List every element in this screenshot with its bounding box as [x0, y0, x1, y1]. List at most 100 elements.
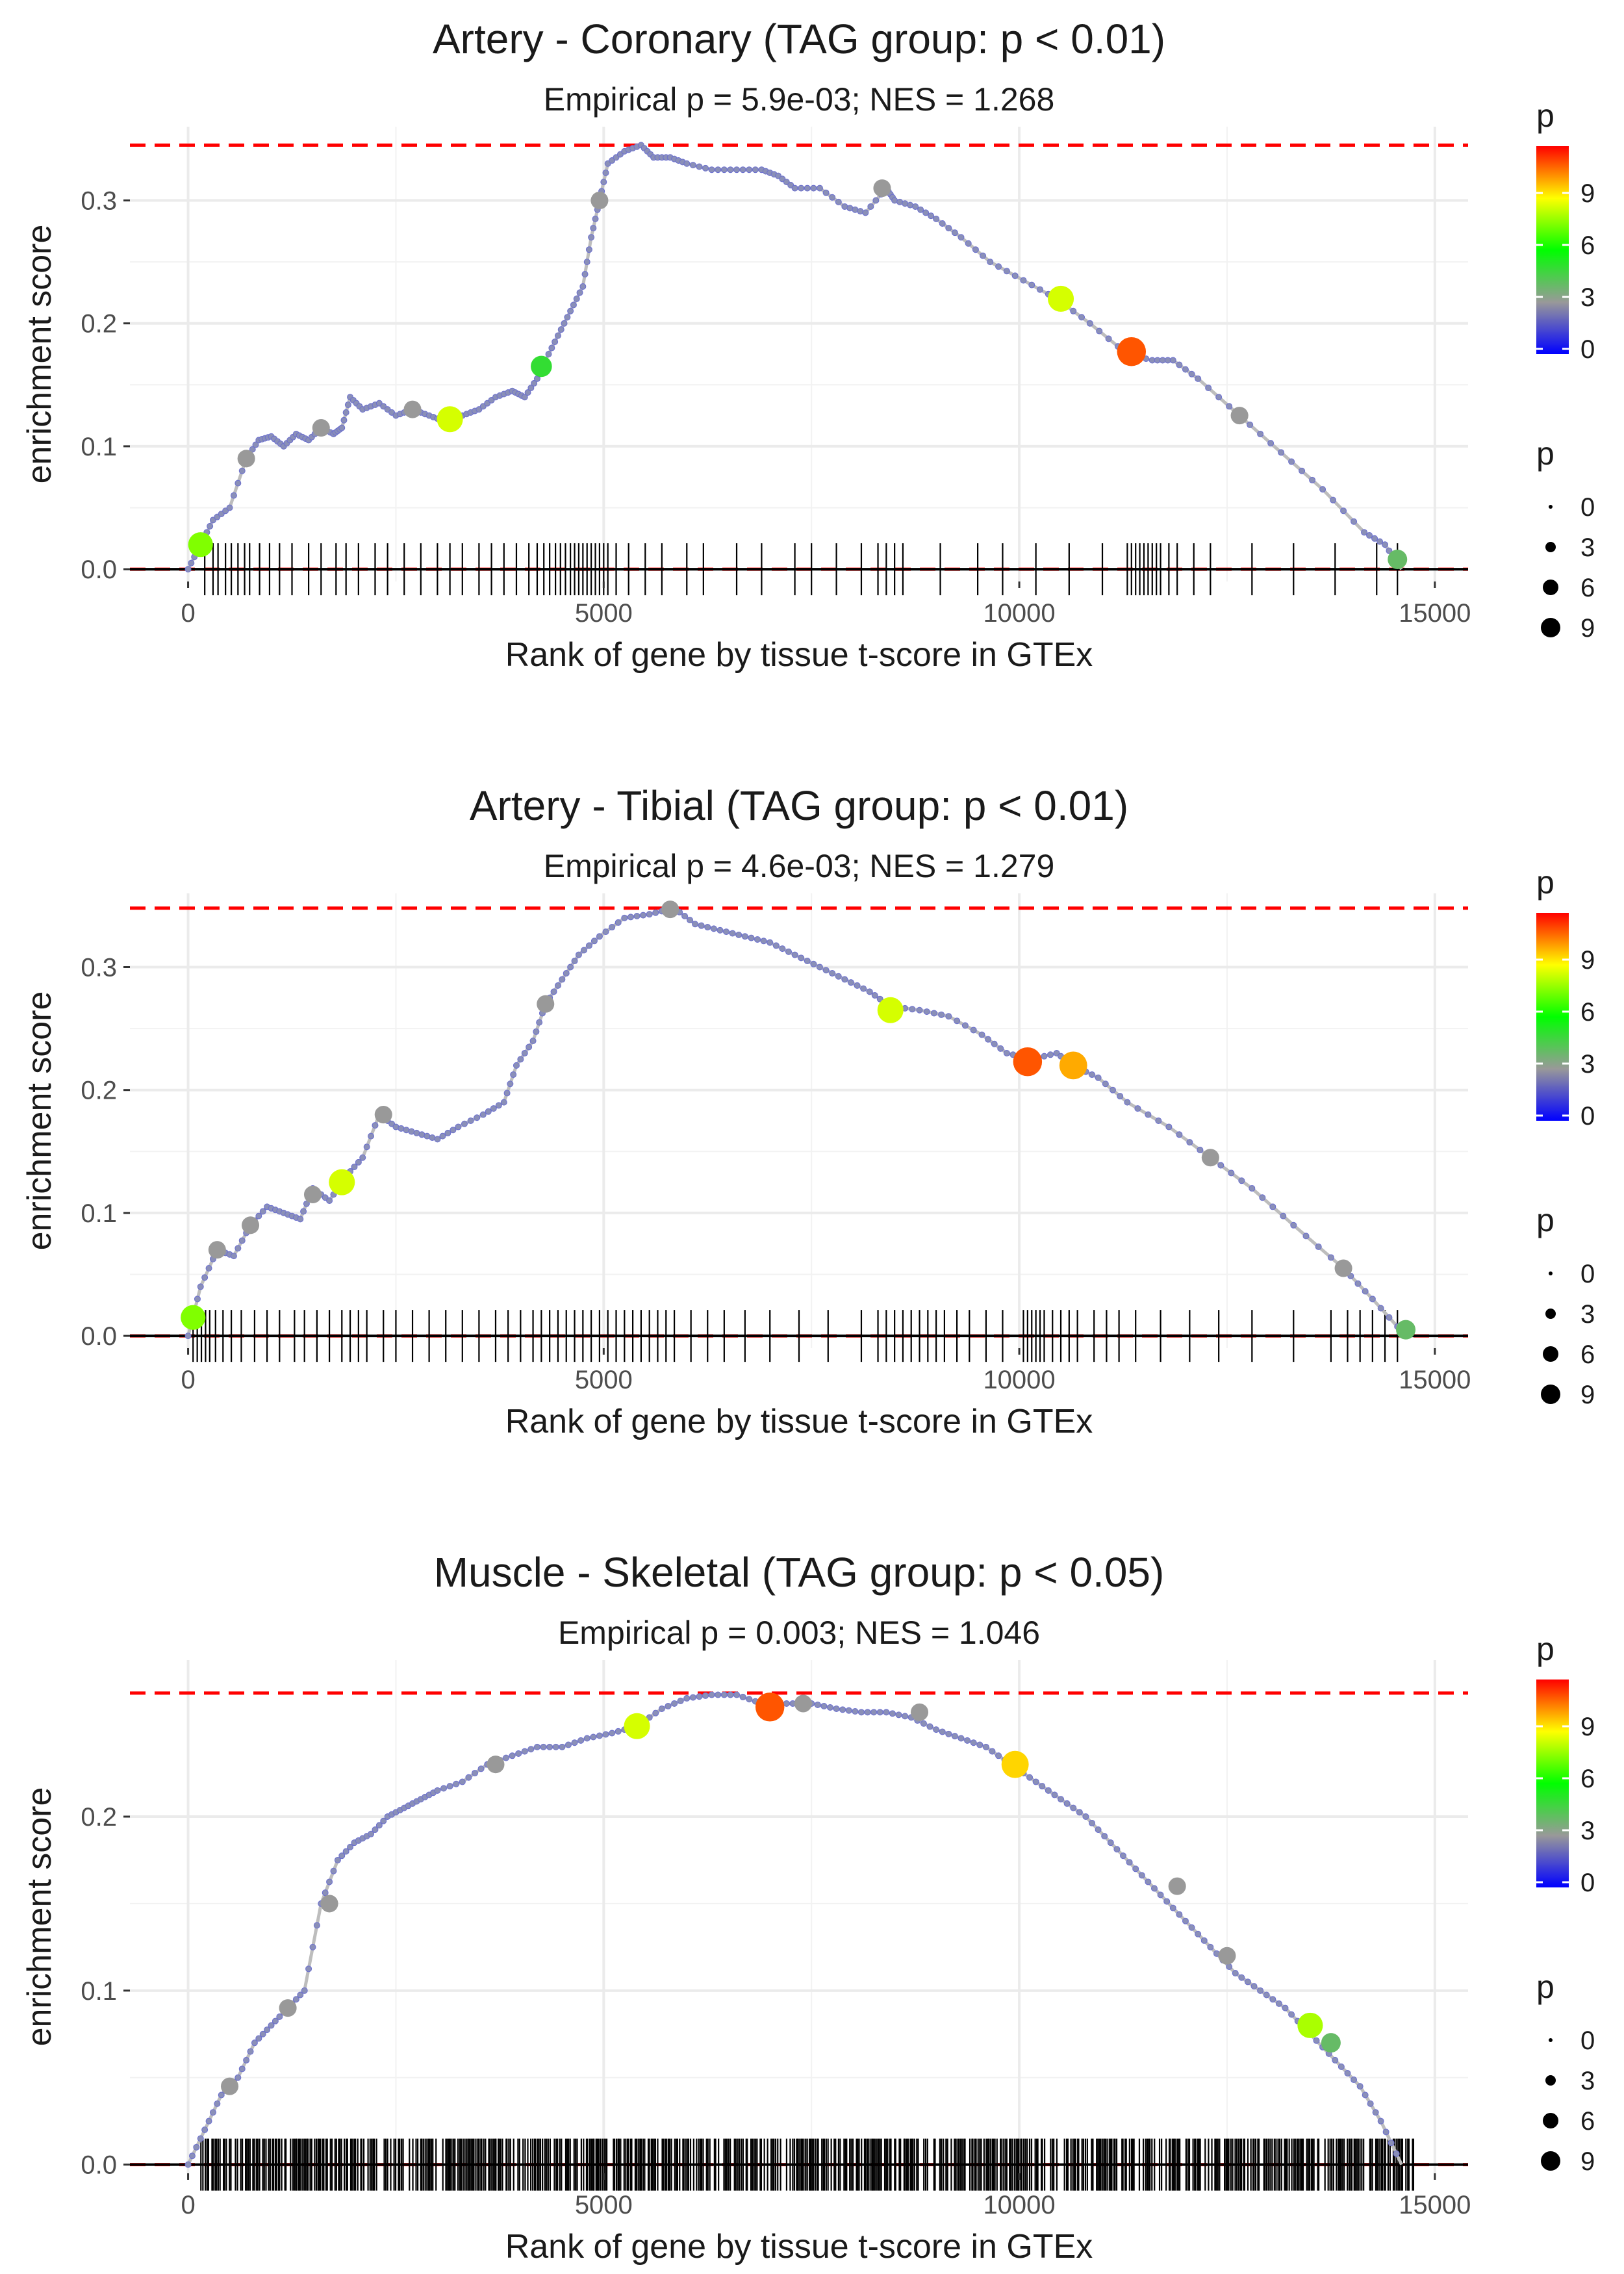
curve-point [741, 933, 748, 940]
curve-point [485, 1108, 492, 1115]
curve-point [1338, 2063, 1345, 2070]
x-tick-label: 10000 [983, 599, 1055, 628]
curve-point [255, 2035, 262, 2042]
curve-point [552, 1743, 559, 1750]
curve-point [733, 1691, 741, 1698]
size-legend-label: 3 [1580, 1300, 1595, 1329]
curve-point [1238, 1974, 1245, 1981]
x-tick-label: 15000 [1399, 2191, 1471, 2219]
curve-point [515, 1750, 522, 1757]
highlight-point [1297, 2012, 1323, 2038]
curve-point [576, 289, 583, 296]
chart-title: Artery - Coronary (TAG group: p < 0.01) [433, 16, 1165, 62]
curve-point [205, 1265, 212, 1272]
curve-point [864, 1709, 871, 1716]
highlight-point [1168, 1877, 1186, 1895]
x-tick-label: 15000 [1399, 599, 1471, 628]
curve-point [1070, 307, 1077, 314]
gridlines [130, 1660, 1468, 2173]
curve-point [689, 162, 696, 169]
curve-point [450, 1127, 457, 1134]
curve-point [546, 1743, 553, 1750]
highlight-point [181, 1305, 206, 1330]
curve-point [372, 1122, 379, 1129]
curve-point [835, 973, 842, 980]
curve-point [1244, 1978, 1251, 1986]
color-legend-label: 0 [1580, 1102, 1595, 1131]
curve-point [581, 271, 589, 278]
curve-point [243, 2056, 250, 2063]
curve-point [1299, 467, 1306, 474]
curve-point [1366, 532, 1373, 539]
curve-point [567, 964, 574, 971]
curve-point [500, 1099, 507, 1106]
gridlines [130, 893, 1468, 1348]
curve-point [585, 246, 592, 253]
curve-point [939, 1728, 946, 1735]
chart-title: Artery - Tibial (TAG group: p < 0.01) [470, 782, 1128, 829]
color-bar [1536, 913, 1569, 1121]
curve-point [804, 185, 811, 192]
curve-point [995, 1752, 1002, 1759]
curve-point [798, 185, 805, 192]
curve-point [197, 1283, 204, 1290]
curve-point [1269, 1203, 1276, 1210]
curve-point [351, 1163, 358, 1170]
curve-point [230, 492, 237, 499]
highlight-point [403, 400, 422, 418]
curve-point [592, 215, 599, 222]
highlight-point [1001, 1750, 1029, 1778]
curve-point [1282, 2004, 1289, 2012]
curve-point [184, 1333, 192, 1340]
curve-point [573, 295, 580, 302]
highlight-point [312, 418, 330, 437]
x-tick-label: 15000 [1399, 1366, 1471, 1394]
curve-point [615, 1728, 622, 1735]
curve-point [989, 1748, 996, 1755]
curve-point [1340, 507, 1347, 515]
color-legend-title: p [1536, 97, 1554, 134]
curve-point [590, 938, 598, 945]
curve-point [184, 2161, 192, 2168]
curve-point [876, 1709, 883, 1716]
curve-point [533, 1028, 540, 1035]
size-legend-label: 0 [1580, 1260, 1595, 1288]
chart-title: Muscle - Skeletal (TAG group: p < 0.05) [434, 1549, 1165, 1596]
curve-point [723, 928, 730, 936]
curve-point [313, 1922, 320, 1929]
curve-point [545, 351, 552, 357]
x-tick-label: 5000 [575, 1366, 633, 1394]
highlight-point [1388, 549, 1408, 569]
curve-point [1393, 2150, 1400, 2157]
curve-point [193, 2143, 200, 2151]
curve-point [995, 263, 1002, 270]
curve-point [1386, 547, 1393, 554]
curve-point [804, 958, 811, 965]
curve-point [860, 985, 867, 992]
curve-point [440, 1785, 448, 1792]
curve-point [571, 958, 578, 965]
size-legend-dot [1549, 1271, 1553, 1275]
size-legend-dot [1545, 2075, 1556, 2086]
curve-point [600, 179, 607, 186]
curve-point [810, 960, 817, 967]
curve-point [235, 1245, 242, 1252]
curve-point [822, 967, 830, 974]
curve-point [1113, 1846, 1121, 1853]
curve-point [334, 1856, 341, 1863]
curve-point [1110, 1086, 1117, 1093]
curve-point [945, 1730, 952, 1737]
curve-point [517, 1056, 524, 1063]
curve-point [928, 212, 935, 220]
curve-point [1280, 1212, 1287, 1220]
highlight-point [1230, 407, 1249, 425]
curve-point [1356, 2083, 1364, 2090]
curve-point [1120, 1852, 1127, 1859]
curve-point [1205, 385, 1212, 392]
highlight-point [1013, 1047, 1043, 1077]
curve-point [692, 921, 699, 928]
curve-point [559, 1743, 566, 1750]
curve-point [961, 1022, 969, 1029]
curve-point [1107, 1839, 1114, 1846]
curve-point [1011, 272, 1019, 279]
